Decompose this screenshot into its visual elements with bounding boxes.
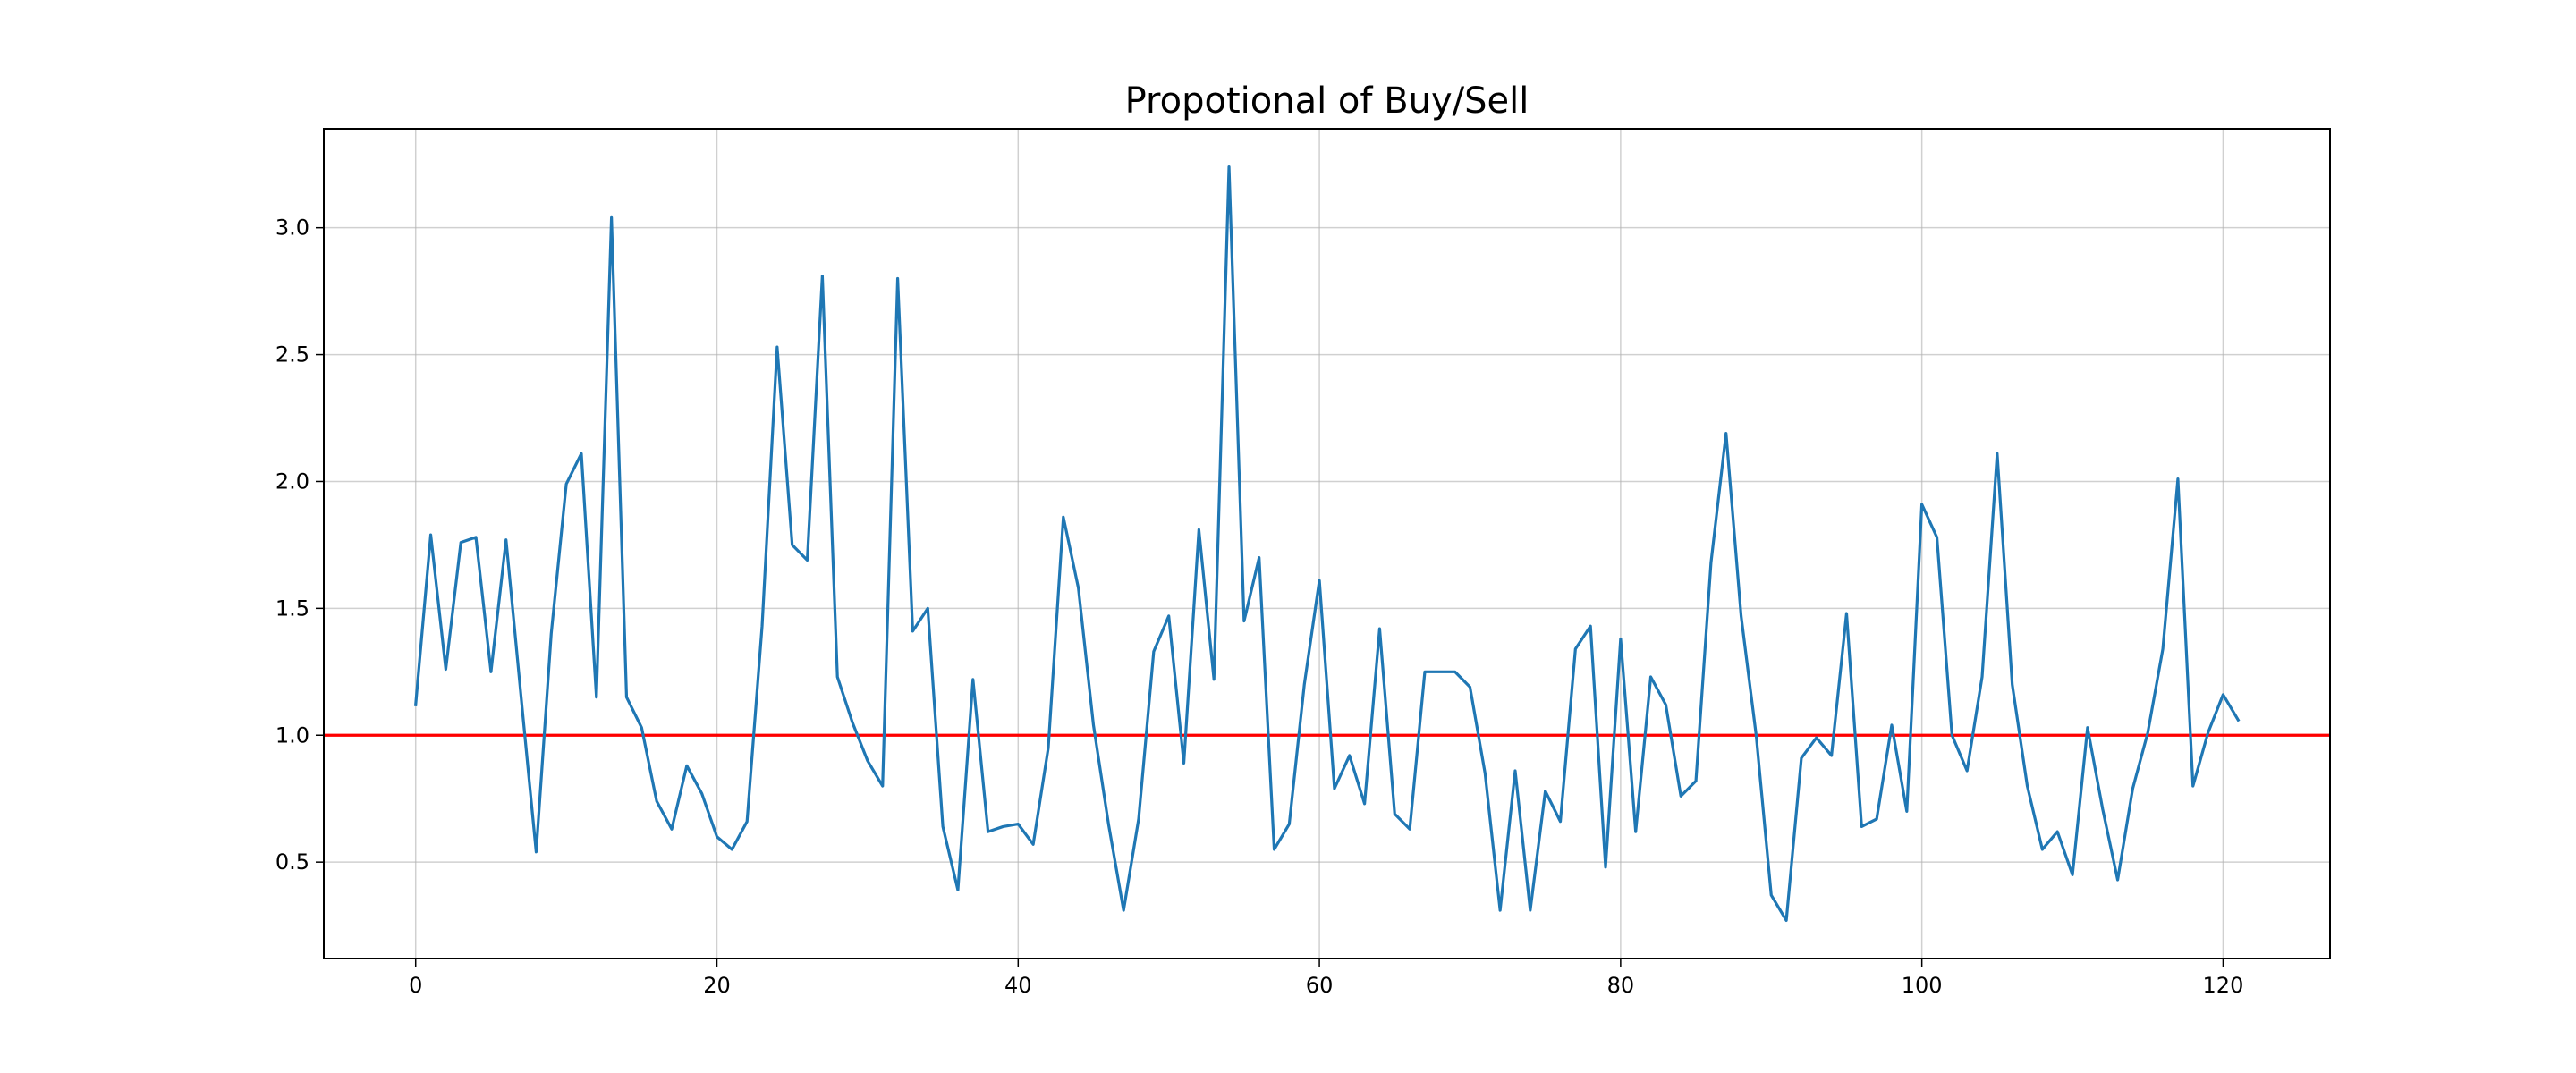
plot-frame	[323, 128, 2331, 959]
x-tick-label: 100	[1902, 973, 1943, 998]
y-tick-label: 3.0	[275, 215, 309, 241]
x-tick-label: 60	[1306, 973, 1334, 998]
y-tick-label: 2.5	[275, 342, 309, 368]
axis-ticks: 0 20 40 60 80 100 120 0.5 1.0 1.5 2.0 2.5 3.0	[275, 215, 2244, 998]
series-line	[413, 165, 2241, 923]
series-layer	[413, 165, 2241, 923]
x-tick-label: 20	[703, 973, 731, 998]
y-tick-label: 2.0	[275, 469, 309, 494]
chart-title: Propotional of Buy/Sell	[1125, 80, 1530, 122]
x-tick-label: 0	[409, 973, 422, 998]
y-tick-label: 1.5	[275, 596, 309, 621]
x-tick-label: 120	[2203, 973, 2244, 998]
y-tick-label: 0.5	[275, 849, 309, 874]
x-tick-label: 80	[1607, 973, 1635, 998]
x-tick-label: 40	[1004, 973, 1032, 998]
y-tick-label: 1.0	[275, 722, 309, 748]
